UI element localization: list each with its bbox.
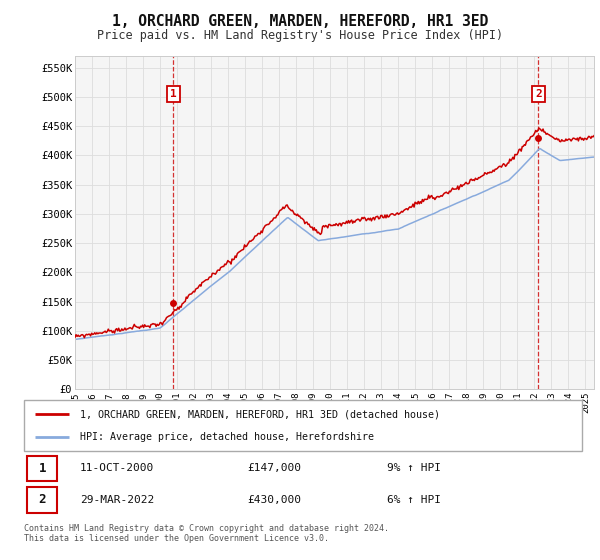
Text: £147,000: £147,000 — [247, 464, 301, 473]
Text: 1, ORCHARD GREEN, MARDEN, HEREFORD, HR1 3ED: 1, ORCHARD GREEN, MARDEN, HEREFORD, HR1 … — [112, 14, 488, 29]
Text: 1: 1 — [170, 89, 177, 99]
Text: 9% ↑ HPI: 9% ↑ HPI — [387, 464, 440, 473]
Text: 2: 2 — [535, 89, 542, 99]
Text: 6% ↑ HPI: 6% ↑ HPI — [387, 495, 440, 505]
Text: 29-MAR-2022: 29-MAR-2022 — [80, 495, 154, 505]
Text: £430,000: £430,000 — [247, 495, 301, 505]
Text: 11-OCT-2000: 11-OCT-2000 — [80, 464, 154, 473]
Bar — [27, 455, 58, 481]
Text: 1: 1 — [38, 462, 46, 475]
Text: 2: 2 — [38, 493, 46, 506]
Text: Contains HM Land Registry data © Crown copyright and database right 2024.
This d: Contains HM Land Registry data © Crown c… — [24, 524, 389, 543]
Text: HPI: Average price, detached house, Herefordshire: HPI: Average price, detached house, Here… — [80, 432, 374, 442]
Text: Price paid vs. HM Land Registry's House Price Index (HPI): Price paid vs. HM Land Registry's House … — [97, 29, 503, 42]
Text: 1, ORCHARD GREEN, MARDEN, HEREFORD, HR1 3ED (detached house): 1, ORCHARD GREEN, MARDEN, HEREFORD, HR1 … — [80, 409, 440, 419]
Bar — [27, 487, 58, 513]
